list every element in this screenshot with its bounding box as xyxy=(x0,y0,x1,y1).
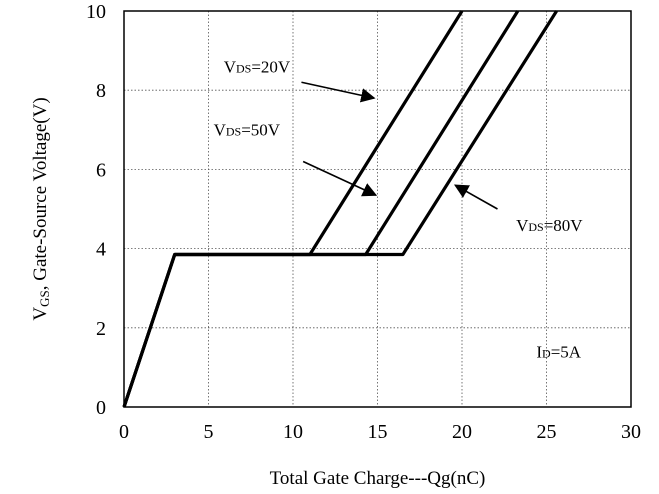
annotation-arrow-1 xyxy=(302,160,378,197)
y-tick-label-5: 10 xyxy=(86,1,106,23)
y-tick-label-0: 0 xyxy=(96,397,106,419)
annotation-label-main-0: V xyxy=(224,57,237,76)
y-tick-label-3: 6 xyxy=(96,159,106,181)
annotation-label-rest-1: =50V xyxy=(241,121,281,140)
annotation-label-rest-0: =20V xyxy=(251,57,291,76)
x-tick-label-6: 30 xyxy=(621,421,641,443)
x-tick-label-2: 10 xyxy=(283,421,303,443)
annotation-label-subscript-0: DS xyxy=(236,61,251,75)
y-axis-title: VGS, Gate-Source Voltage(V) xyxy=(30,97,52,320)
y-axis-title-rest: , Gate-Source Voltage(V) xyxy=(30,97,51,290)
note-rest: =5A xyxy=(551,343,582,362)
plot-area-frame xyxy=(123,10,632,408)
note-subscript: D xyxy=(542,347,551,361)
tick-labels: 0 5 10 15 20 25 30 0 2 4 6 8 10 xyxy=(86,1,641,443)
x-tick-label-5: 25 xyxy=(537,421,557,443)
y-axis-title-main: V xyxy=(30,307,51,321)
annotation-label-subscript-2: DS xyxy=(528,220,543,234)
annotation-label-main-2: V xyxy=(516,216,529,235)
annotation-label-0: VDS=20V xyxy=(224,57,291,76)
annotation-label-1: VDS=50V xyxy=(214,121,281,140)
x-tick-label-4: 20 xyxy=(452,421,472,443)
series-line-1 xyxy=(122,10,520,408)
current-note: ID=5A xyxy=(536,343,581,362)
series-lines xyxy=(122,10,558,408)
y-tick-label-4: 8 xyxy=(96,80,106,102)
x-axis-title: Total Gate Charge---Qg(nC) xyxy=(270,468,486,489)
annotation-label-2: VDS=80V xyxy=(516,216,583,235)
note-main: I xyxy=(536,343,542,362)
x-tick-label-0: 0 xyxy=(119,421,129,443)
series-line-2 xyxy=(122,10,558,408)
y-axis-title-subscript: GS xyxy=(37,290,52,307)
annotation-label-main-1: V xyxy=(214,121,227,140)
x-tick-label-3: 15 xyxy=(368,421,388,443)
y-tick-label-1: 2 xyxy=(96,318,106,340)
annotation-label-subscript-1: DS xyxy=(226,125,241,139)
x-tick-label-1: 5 xyxy=(204,421,214,443)
annotation-arrow-0 xyxy=(301,81,376,103)
y-tick-label-2: 4 xyxy=(96,239,106,261)
annotation-arrow-2 xyxy=(453,184,498,210)
annotation-label-rest-2: =80V xyxy=(544,216,584,235)
